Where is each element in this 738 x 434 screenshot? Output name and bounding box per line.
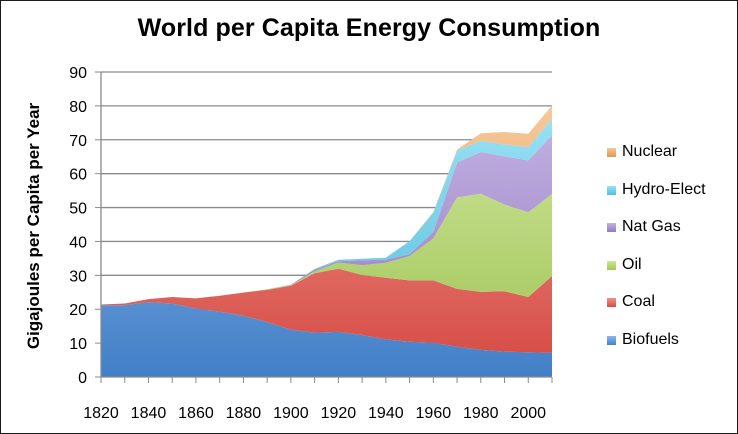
y-tick-label: 90 <box>69 65 87 82</box>
legend-swatch-biofuels <box>607 335 616 345</box>
area-series <box>101 105 552 377</box>
legend-item-hydro-elect: Hydro-Elect <box>607 180 706 218</box>
legend-item-coal: Coal <box>607 292 706 330</box>
y-tick-labels: 0 10 20 30 40 50 60 70 80 90 <box>69 65 87 387</box>
x-tick-label: 1940 <box>368 405 404 422</box>
area-oil <box>101 193 552 305</box>
y-tick-label: 60 <box>69 167 87 184</box>
legend-label: Nat Gas <box>622 218 681 236</box>
legend-item-biofuels: Biofuels <box>607 330 706 368</box>
legend-swatch-oil <box>607 260 616 270</box>
x-tick-label: 1920 <box>321 405 357 422</box>
chart-title: World per Capita Energy Consumption <box>137 14 601 42</box>
y-tick-label: 0 <box>78 370 87 387</box>
x-tick-label: 1900 <box>273 405 309 422</box>
legend-item-nuclear: Nuclear <box>607 142 706 180</box>
legend-label: Oil <box>622 255 642 273</box>
axes <box>95 71 553 383</box>
y-tick-label: 10 <box>69 336 87 353</box>
x-tick-label: 1960 <box>416 405 452 422</box>
y-tick-label: 70 <box>69 133 87 150</box>
x-tick-label: 1840 <box>131 405 167 422</box>
y-tick-label: 20 <box>69 302 87 319</box>
legend-label: Nuclear <box>622 143 678 160</box>
y-tick-label: 40 <box>69 234 87 251</box>
legend-label: Hydro-Elect <box>622 180 706 198</box>
legend-swatch-coal <box>607 298 616 308</box>
x-tick-label: 1880 <box>226 405 262 422</box>
legend: Nuclear Hydro-Elect Nat Gas Oil Coal Bio… <box>607 142 706 368</box>
legend-item-nat-gas: Nat Gas <box>607 217 706 255</box>
x-tick-labels: 1820 1840 1860 1880 1900 1920 1940 1960 1980 2000 <box>83 405 546 422</box>
legend-swatch-nuclear <box>607 148 616 157</box>
x-tick-label: 1820 <box>83 405 119 422</box>
legend-label: Biofuels <box>622 330 679 348</box>
area-biofuels <box>101 302 552 377</box>
x-tick-label: 2000 <box>510 405 546 422</box>
legend-label: Coal <box>622 293 655 311</box>
legend-item-oil: Oil <box>607 255 706 293</box>
legend-swatch-hydro-elect <box>607 185 616 195</box>
y-tick-label: 80 <box>69 99 87 116</box>
area-coal <box>101 268 552 353</box>
x-tick-label: 1860 <box>178 405 214 422</box>
legend-swatch-nat-gas <box>607 223 616 233</box>
y-tick-label: 30 <box>69 268 87 285</box>
x-tick-label: 1980 <box>463 405 499 422</box>
y-tick-label: 50 <box>69 201 87 218</box>
